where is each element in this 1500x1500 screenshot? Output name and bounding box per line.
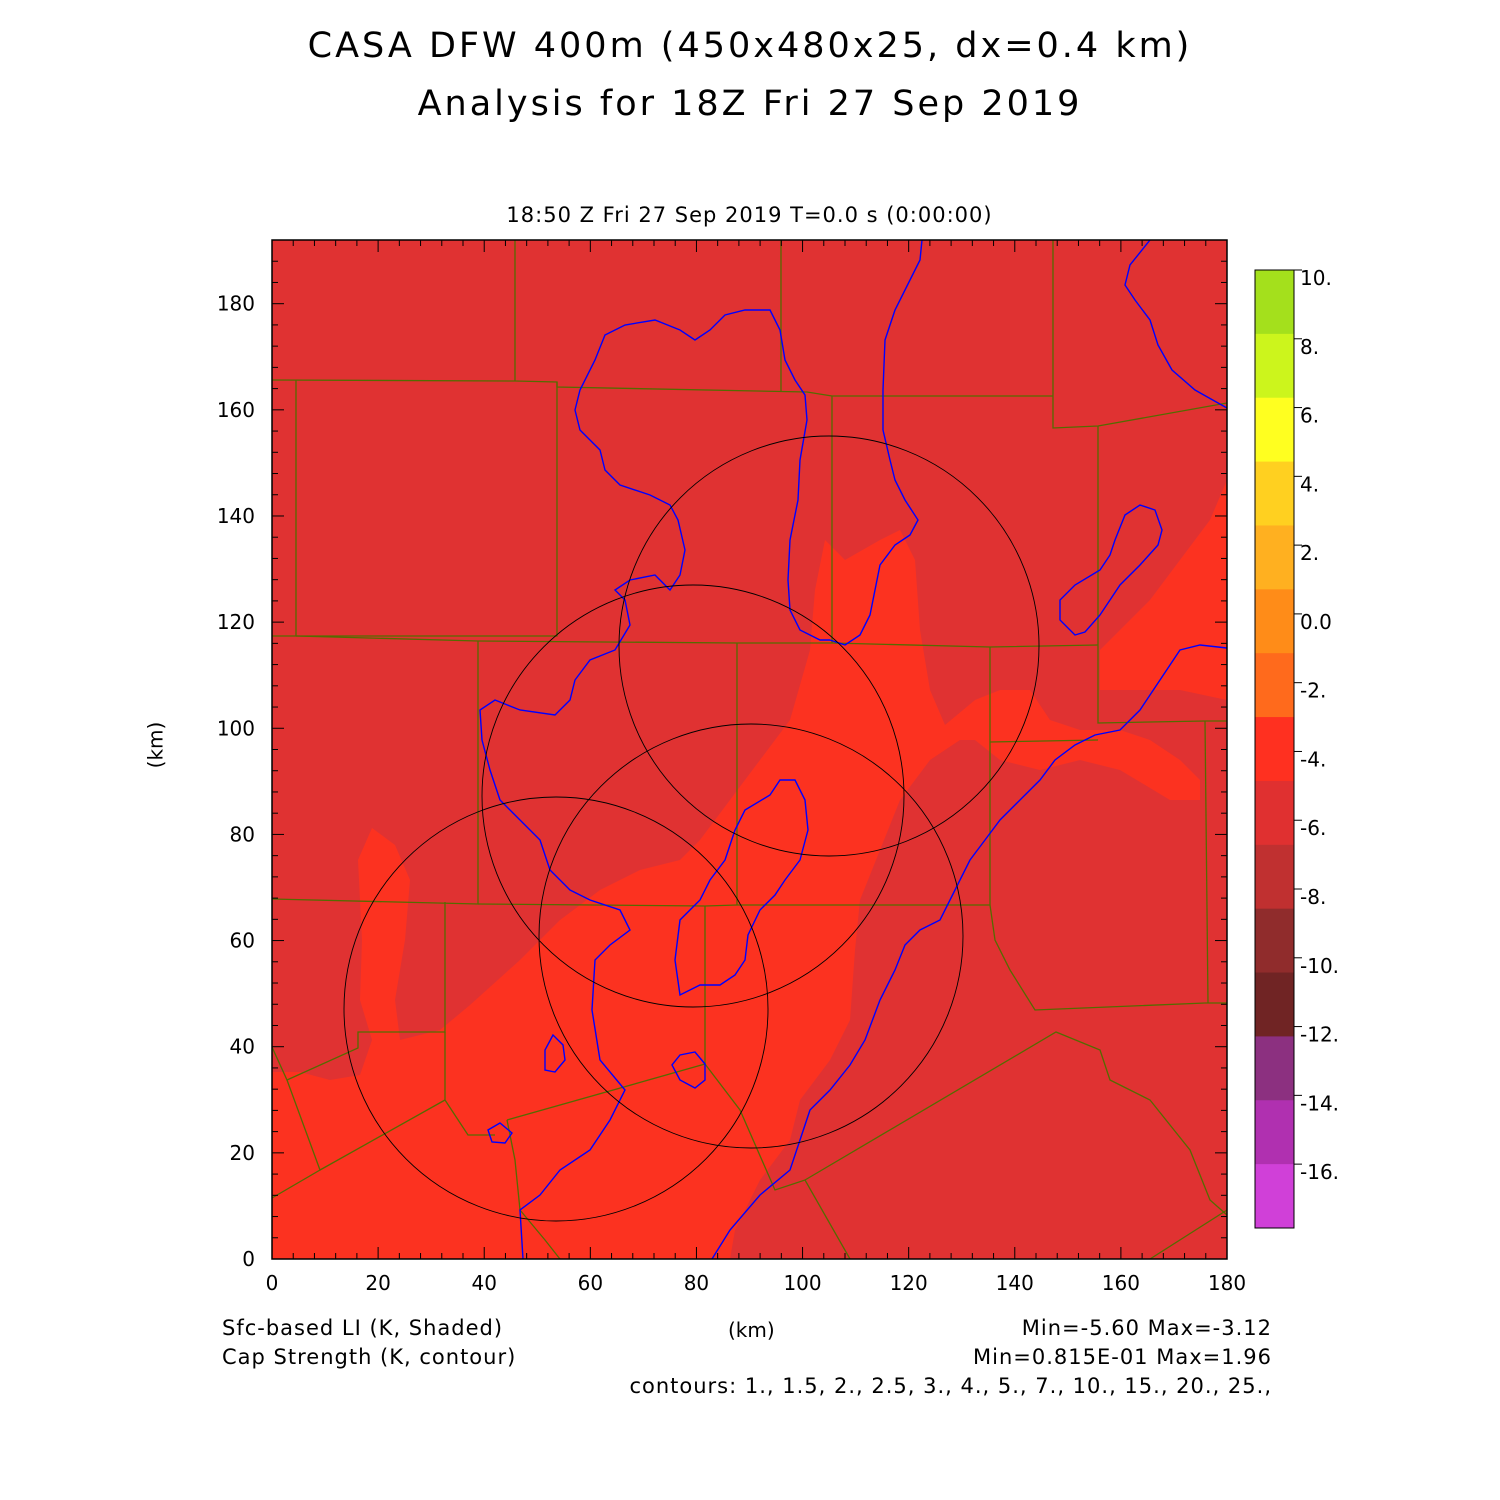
colorbar-label: -10. <box>1300 954 1339 978</box>
colorbar-label: -8. <box>1300 885 1326 909</box>
colorbar-swatch <box>1255 653 1294 718</box>
colorbar-label: 6. <box>1300 404 1319 428</box>
y-tick-label: 20 <box>230 1141 255 1165</box>
x-tick-label: 120 <box>890 1271 928 1295</box>
y-tick-label: 140 <box>217 504 255 528</box>
y-tick-label: 160 <box>217 398 255 422</box>
axis-ticks <box>271 239 1228 1260</box>
colorbar-label: 10. <box>1300 266 1332 290</box>
radar-range-rings <box>343 435 1040 1222</box>
cap-strength-contours <box>479 240 1227 1259</box>
li-warm-region-southwest <box>272 530 1200 1259</box>
colorbar-label: -4. <box>1300 747 1326 771</box>
colorbar-label: 2. <box>1300 541 1319 565</box>
x-tick-label: 60 <box>578 1271 603 1295</box>
colorbar-swatch <box>1255 908 1294 974</box>
y-tick-label: 60 <box>230 929 255 953</box>
contour-range: Min=0.815E-01 Max=1.96 <box>973 1345 1272 1369</box>
colorbar-label: 4. <box>1300 472 1319 496</box>
county-boundaries <box>272 240 1227 1259</box>
colorbar-swatch <box>1255 717 1294 782</box>
title-line-1: CASA DFW 400m (450x480x25, dx=0.4 km) <box>307 26 1193 66</box>
x-tick-label: 0 <box>266 1271 279 1295</box>
colorbar-swatch <box>1255 1036 1294 1101</box>
colorbar-label: -14. <box>1300 1091 1339 1115</box>
colorbar-swatch <box>1255 333 1294 399</box>
y-tick-label: 100 <box>217 716 255 740</box>
colorbar-label: -16. <box>1300 1160 1339 1184</box>
colorbar-label: 8. <box>1300 335 1319 359</box>
y-tick-label: 0 <box>242 1247 255 1271</box>
y-tick-label: 40 <box>230 1035 255 1059</box>
colorbar-label: -12. <box>1300 1023 1339 1047</box>
colorbar-swatch <box>1255 461 1294 526</box>
colorbar-label: 0.0 <box>1300 610 1332 634</box>
x-tick-label: 160 <box>1102 1271 1140 1295</box>
x-axis-label: (km) <box>728 1318 775 1342</box>
colorbar-swatch <box>1255 270 1294 335</box>
contour-field-label: Cap Strength (K, contour) <box>222 1345 517 1369</box>
li-warm-region-east <box>1100 480 1227 700</box>
colorbar-swatch <box>1255 780 1294 846</box>
colorbar-frame <box>1254 269 1295 1229</box>
colorbar-swatch <box>1255 525 1294 590</box>
x-tick-label: 80 <box>684 1271 709 1295</box>
colorbar-swatch <box>1255 844 1294 910</box>
x-tick-label: 180 <box>1208 1271 1246 1295</box>
x-tick-label: 40 <box>471 1271 496 1295</box>
time-label: 18:50 Z Fri 27 Sep 2019 T=0.0 s (0:00:00… <box>506 203 993 227</box>
shaded-range: Min=-5.60 Max=-3.12 <box>1021 1316 1272 1340</box>
colorbar-swatch <box>1255 972 1294 1037</box>
y-tick-label: 80 <box>230 822 255 846</box>
title-line-2: Analysis for 18Z Fri 27 Sep 2019 <box>417 84 1083 124</box>
colorbar: 10. 8. 6. 4. 2. 0.0 -2. -4. -6. -8. -10. -12. -14. -1… <box>1254 266 1339 1229</box>
y-tick-label: 120 <box>217 610 255 634</box>
x-tick-label: 20 <box>365 1271 390 1295</box>
x-tick-label: 140 <box>996 1271 1034 1295</box>
contour-levels: contours: 1., 1.5, 2., 2.5, 3., 4., 5., … <box>629 1374 1272 1398</box>
shaded-field-label: Sfc-based LI (K, Shaded) <box>222 1316 504 1340</box>
colorbar-label: -2. <box>1300 679 1326 703</box>
axis-tick-labels: 0 20 40 60 80 100 120 140 160 180 0 20 40 60 80 100 120 1… <box>217 292 1246 1295</box>
colorbar-swatch <box>1255 1164 1294 1229</box>
x-tick-label: 100 <box>783 1271 821 1295</box>
colorbar-label: -6. <box>1300 816 1326 840</box>
y-tick-label: 180 <box>217 292 255 316</box>
colorbar-swatch <box>1255 1100 1294 1165</box>
colorbar-swatch <box>1255 589 1294 654</box>
colorbar-swatch <box>1255 397 1294 463</box>
